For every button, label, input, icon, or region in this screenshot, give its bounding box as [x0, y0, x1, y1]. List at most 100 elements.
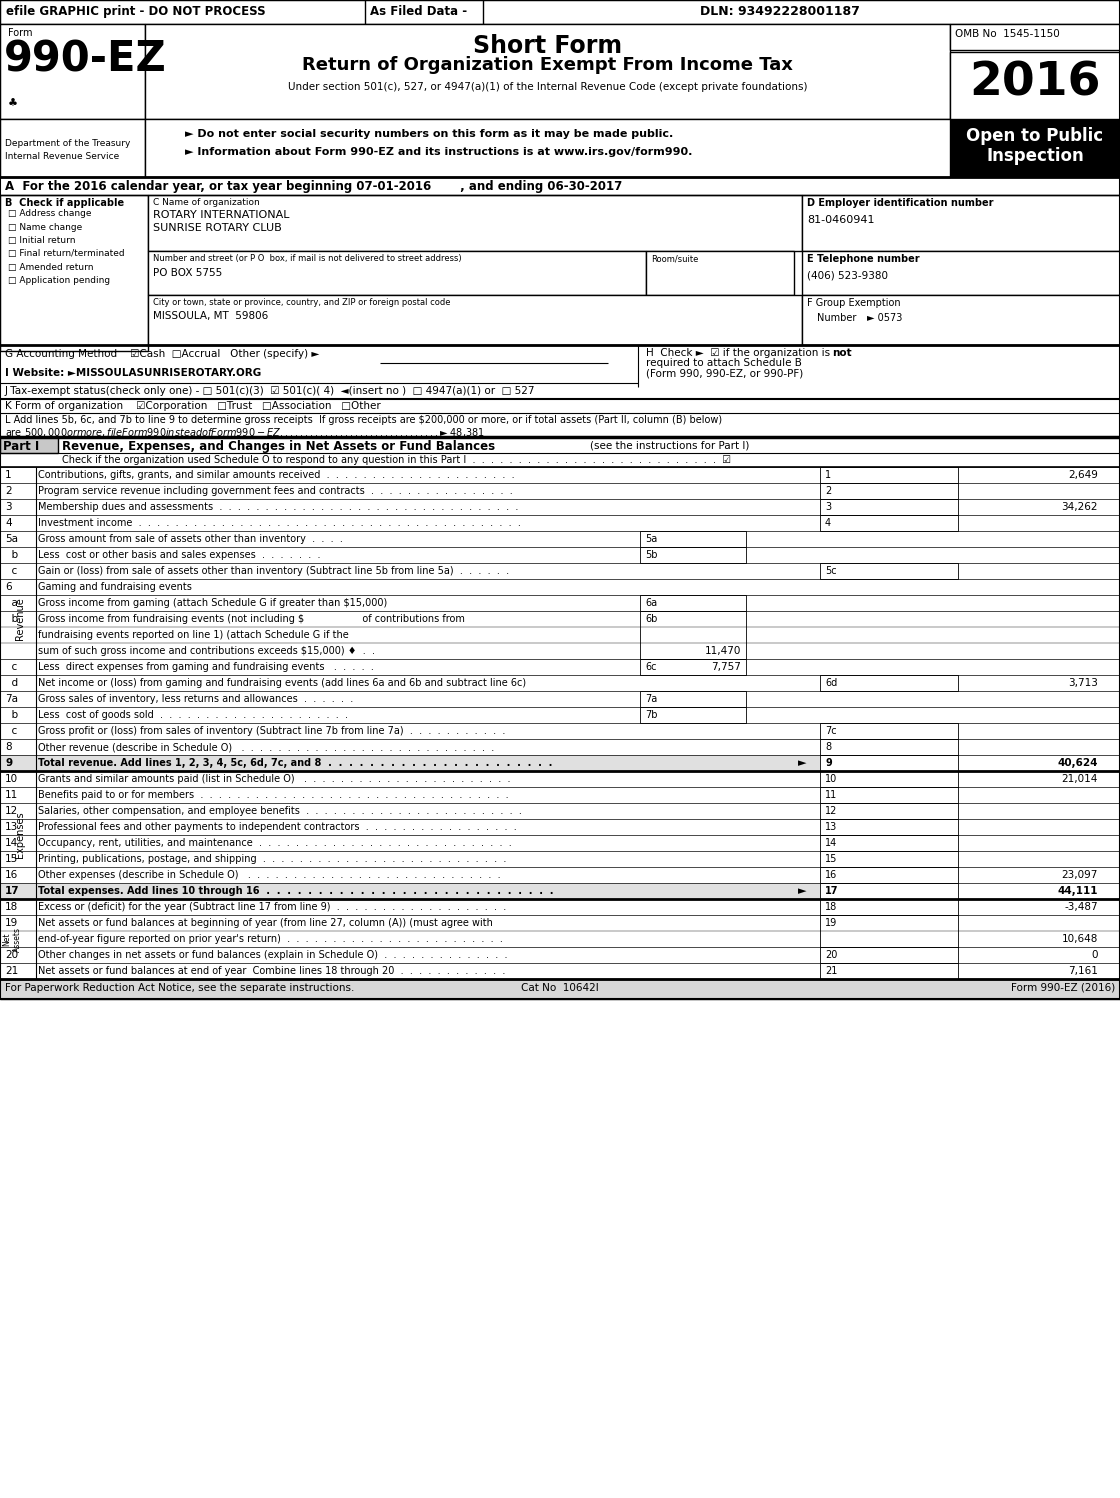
Text: Total expenses. Add lines 10 through 16  .  .  .  .  .  .  .  .  .  .  .  .  .  : Total expenses. Add lines 10 through 16 … [38, 885, 553, 896]
Text: Gain or (loss) from sale of assets other than inventory (Subtract line 5b from l: Gain or (loss) from sale of assets other… [38, 566, 510, 577]
Text: Return of Organization Exempt From Income Tax: Return of Organization Exempt From Incom… [302, 55, 793, 73]
Bar [820, 676, 958, 691]
Text: Room/suite: Room/suite [651, 255, 699, 264]
Text: of contributions from: of contributions from [304, 614, 465, 625]
Text: □ Application pending: □ Application pending [8, 276, 110, 285]
Text: Cat No  10642I: Cat No 10642I [521, 983, 599, 993]
Text: Gross amount from sale of assets other than inventory  .  .  .  .: Gross amount from sale of assets other t… [38, 533, 343, 544]
Text: c: c [4, 566, 17, 577]
Text: 0: 0 [1092, 950, 1098, 960]
Text: fundraising events reported on line 1) (attach Schedule G if the: fundraising events reported on line 1) (… [38, 631, 348, 640]
Text: sum of such gross income and contributions exceeds $15,000) ♦  .  .: sum of such gross income and contributio… [38, 646, 375, 656]
Text: Form: Form [8, 28, 32, 37]
Text: Occupancy, rent, utilities, and maintenance  .  .  .  .  .  .  .  .  .  .  .  . : Occupancy, rent, utilities, and maintena… [38, 837, 512, 848]
Text: 21,014: 21,014 [1062, 774, 1098, 783]
Text: 2: 2 [4, 485, 11, 496]
Bar [820, 755, 958, 771]
Text: Department of the Treasury: Department of the Treasury [4, 139, 130, 148]
Bar [820, 963, 958, 980]
Text: 44,111: 44,111 [1057, 885, 1098, 896]
Text: 11: 11 [4, 789, 18, 800]
Text: 13: 13 [4, 822, 18, 831]
Text: Form 990-EZ (2016): Form 990-EZ (2016) [1010, 983, 1116, 993]
Text: 7a: 7a [645, 694, 657, 704]
Bar [640, 707, 746, 724]
Bar [0, 437, 58, 452]
Text: Gaming and fundraising events: Gaming and fundraising events [38, 583, 192, 592]
Text: 2: 2 [825, 485, 831, 496]
Text: 7,757: 7,757 [711, 662, 741, 673]
Text: 17: 17 [4, 885, 20, 896]
Text: As Filed Data -: As Filed Data - [370, 4, 467, 18]
Text: For Paperwork Reduction Act Notice, see the separate instructions.: For Paperwork Reduction Act Notice, see … [4, 983, 354, 993]
Text: Net
Assets: Net Assets [2, 926, 21, 951]
Text: Less  cost or other basis and sales expenses  .  .  .  .  .  .  .: Less cost or other basis and sales expen… [38, 550, 320, 560]
Bar [0, 755, 820, 771]
Text: ►: ► [797, 758, 806, 768]
Text: b: b [4, 550, 18, 560]
Bar [0, 0, 1120, 24]
Text: Program service revenue including government fees and contracts  .  .  .  .  .  : Program service revenue including govern… [38, 485, 513, 496]
Text: 19: 19 [4, 918, 18, 927]
Text: a: a [4, 598, 18, 608]
Text: C Name of organization: C Name of organization [153, 198, 260, 207]
Text: Salaries, other compensation, and employee benefits  .  .  .  .  .  .  .  .  .  : Salaries, other compensation, and employ… [38, 806, 522, 816]
Text: 17: 17 [825, 885, 839, 896]
Text: are $500,000 or more, file Form 990 instead of Form 990-EZ  .  .  .  .  .  .  . : are $500,000 or more, file Form 990 inst… [4, 425, 485, 439]
Bar [820, 819, 958, 834]
Text: 9: 9 [4, 758, 12, 768]
Text: Net income or (loss) from gaming and fundraising events (add lines 6a and 6b and: Net income or (loss) from gaming and fun… [38, 679, 526, 688]
Bar [820, 851, 958, 867]
Text: L Add lines 5b, 6c, and 7b to line 9 to determine gross receipts  If gross recei: L Add lines 5b, 6c, and 7b to line 9 to … [4, 415, 722, 425]
Text: Benefits paid to or for members  .  .  .  .  .  .  .  .  .  .  .  .  .  .  .  . : Benefits paid to or for members . . . . … [38, 789, 508, 800]
Text: K Form of organization    ☑Corporation   □Trust   □Association   □Other: K Form of organization ☑Corporation □Tru… [4, 401, 381, 410]
Text: G Accounting Method    ☑Cash  □Accrual   Other (specify) ►: G Accounting Method ☑Cash □Accrual Other… [4, 349, 319, 360]
Text: 20: 20 [4, 950, 18, 960]
Bar [820, 467, 958, 482]
Text: ► Do not enter social security numbers on this form as it may be made public.: ► Do not enter social security numbers o… [185, 129, 673, 139]
Text: 21: 21 [825, 966, 838, 977]
Bar [148, 195, 802, 252]
Text: 6a: 6a [645, 598, 657, 608]
Text: Inspection: Inspection [986, 147, 1084, 165]
Bar [640, 611, 746, 659]
Text: 12: 12 [4, 806, 18, 816]
Bar [640, 547, 746, 563]
Text: 4: 4 [825, 518, 831, 527]
Text: Other revenue (describe in Schedule O)   .  .  .  .  .  .  .  .  .  .  .  .  .  : Other revenue (describe in Schedule O) .… [38, 742, 494, 752]
Text: 16: 16 [4, 870, 18, 879]
Text: 8: 8 [4, 742, 11, 752]
Text: Contributions, gifts, grants, and similar amounts received  .  .  .  .  .  .  . : Contributions, gifts, grants, and simila… [38, 470, 514, 479]
Text: ►: ► [797, 885, 806, 896]
Bar [802, 195, 1120, 252]
Bar [820, 482, 958, 499]
Text: 5a: 5a [645, 533, 657, 544]
Bar [148, 252, 646, 295]
Bar [820, 499, 958, 515]
Text: end-of-year figure reported on prior year's return)  .  .  .  .  .  .  .  .  .  : end-of-year figure reported on prior yea… [38, 933, 503, 944]
Text: Gross sales of inventory, less returns and allowances  .  .  .  .  .  .: Gross sales of inventory, less returns a… [38, 694, 353, 704]
Text: Number and street (or P O  box, if mail is not delivered to street address): Number and street (or P O box, if mail i… [153, 255, 461, 264]
Text: 5a: 5a [4, 533, 18, 544]
Text: MISSOULA, MT  59806: MISSOULA, MT 59806 [153, 312, 269, 321]
Text: B  Check if applicable: B Check if applicable [4, 198, 124, 208]
Bar [0, 437, 58, 452]
Text: 18: 18 [4, 902, 18, 912]
Bar [950, 52, 1120, 118]
Bar [640, 659, 746, 676]
Text: Part I: Part I [3, 440, 39, 452]
Bar [640, 595, 746, 611]
Text: □ Name change: □ Name change [8, 223, 82, 232]
Text: 7c: 7c [825, 727, 837, 736]
Bar [0, 0, 1120, 999]
Bar [820, 867, 958, 882]
Text: d: d [4, 679, 18, 688]
Text: Revenue: Revenue [15, 598, 25, 640]
Text: c: c [4, 727, 17, 736]
Text: □ Initial return: □ Initial return [8, 237, 75, 246]
Text: 3,713: 3,713 [1068, 679, 1098, 688]
Bar [802, 295, 1120, 345]
Text: 5c: 5c [825, 566, 837, 577]
Text: 3: 3 [825, 502, 831, 512]
Text: Professional fees and other payments to independent contractors  .  .  .  .  .  : Professional fees and other payments to … [38, 822, 516, 831]
